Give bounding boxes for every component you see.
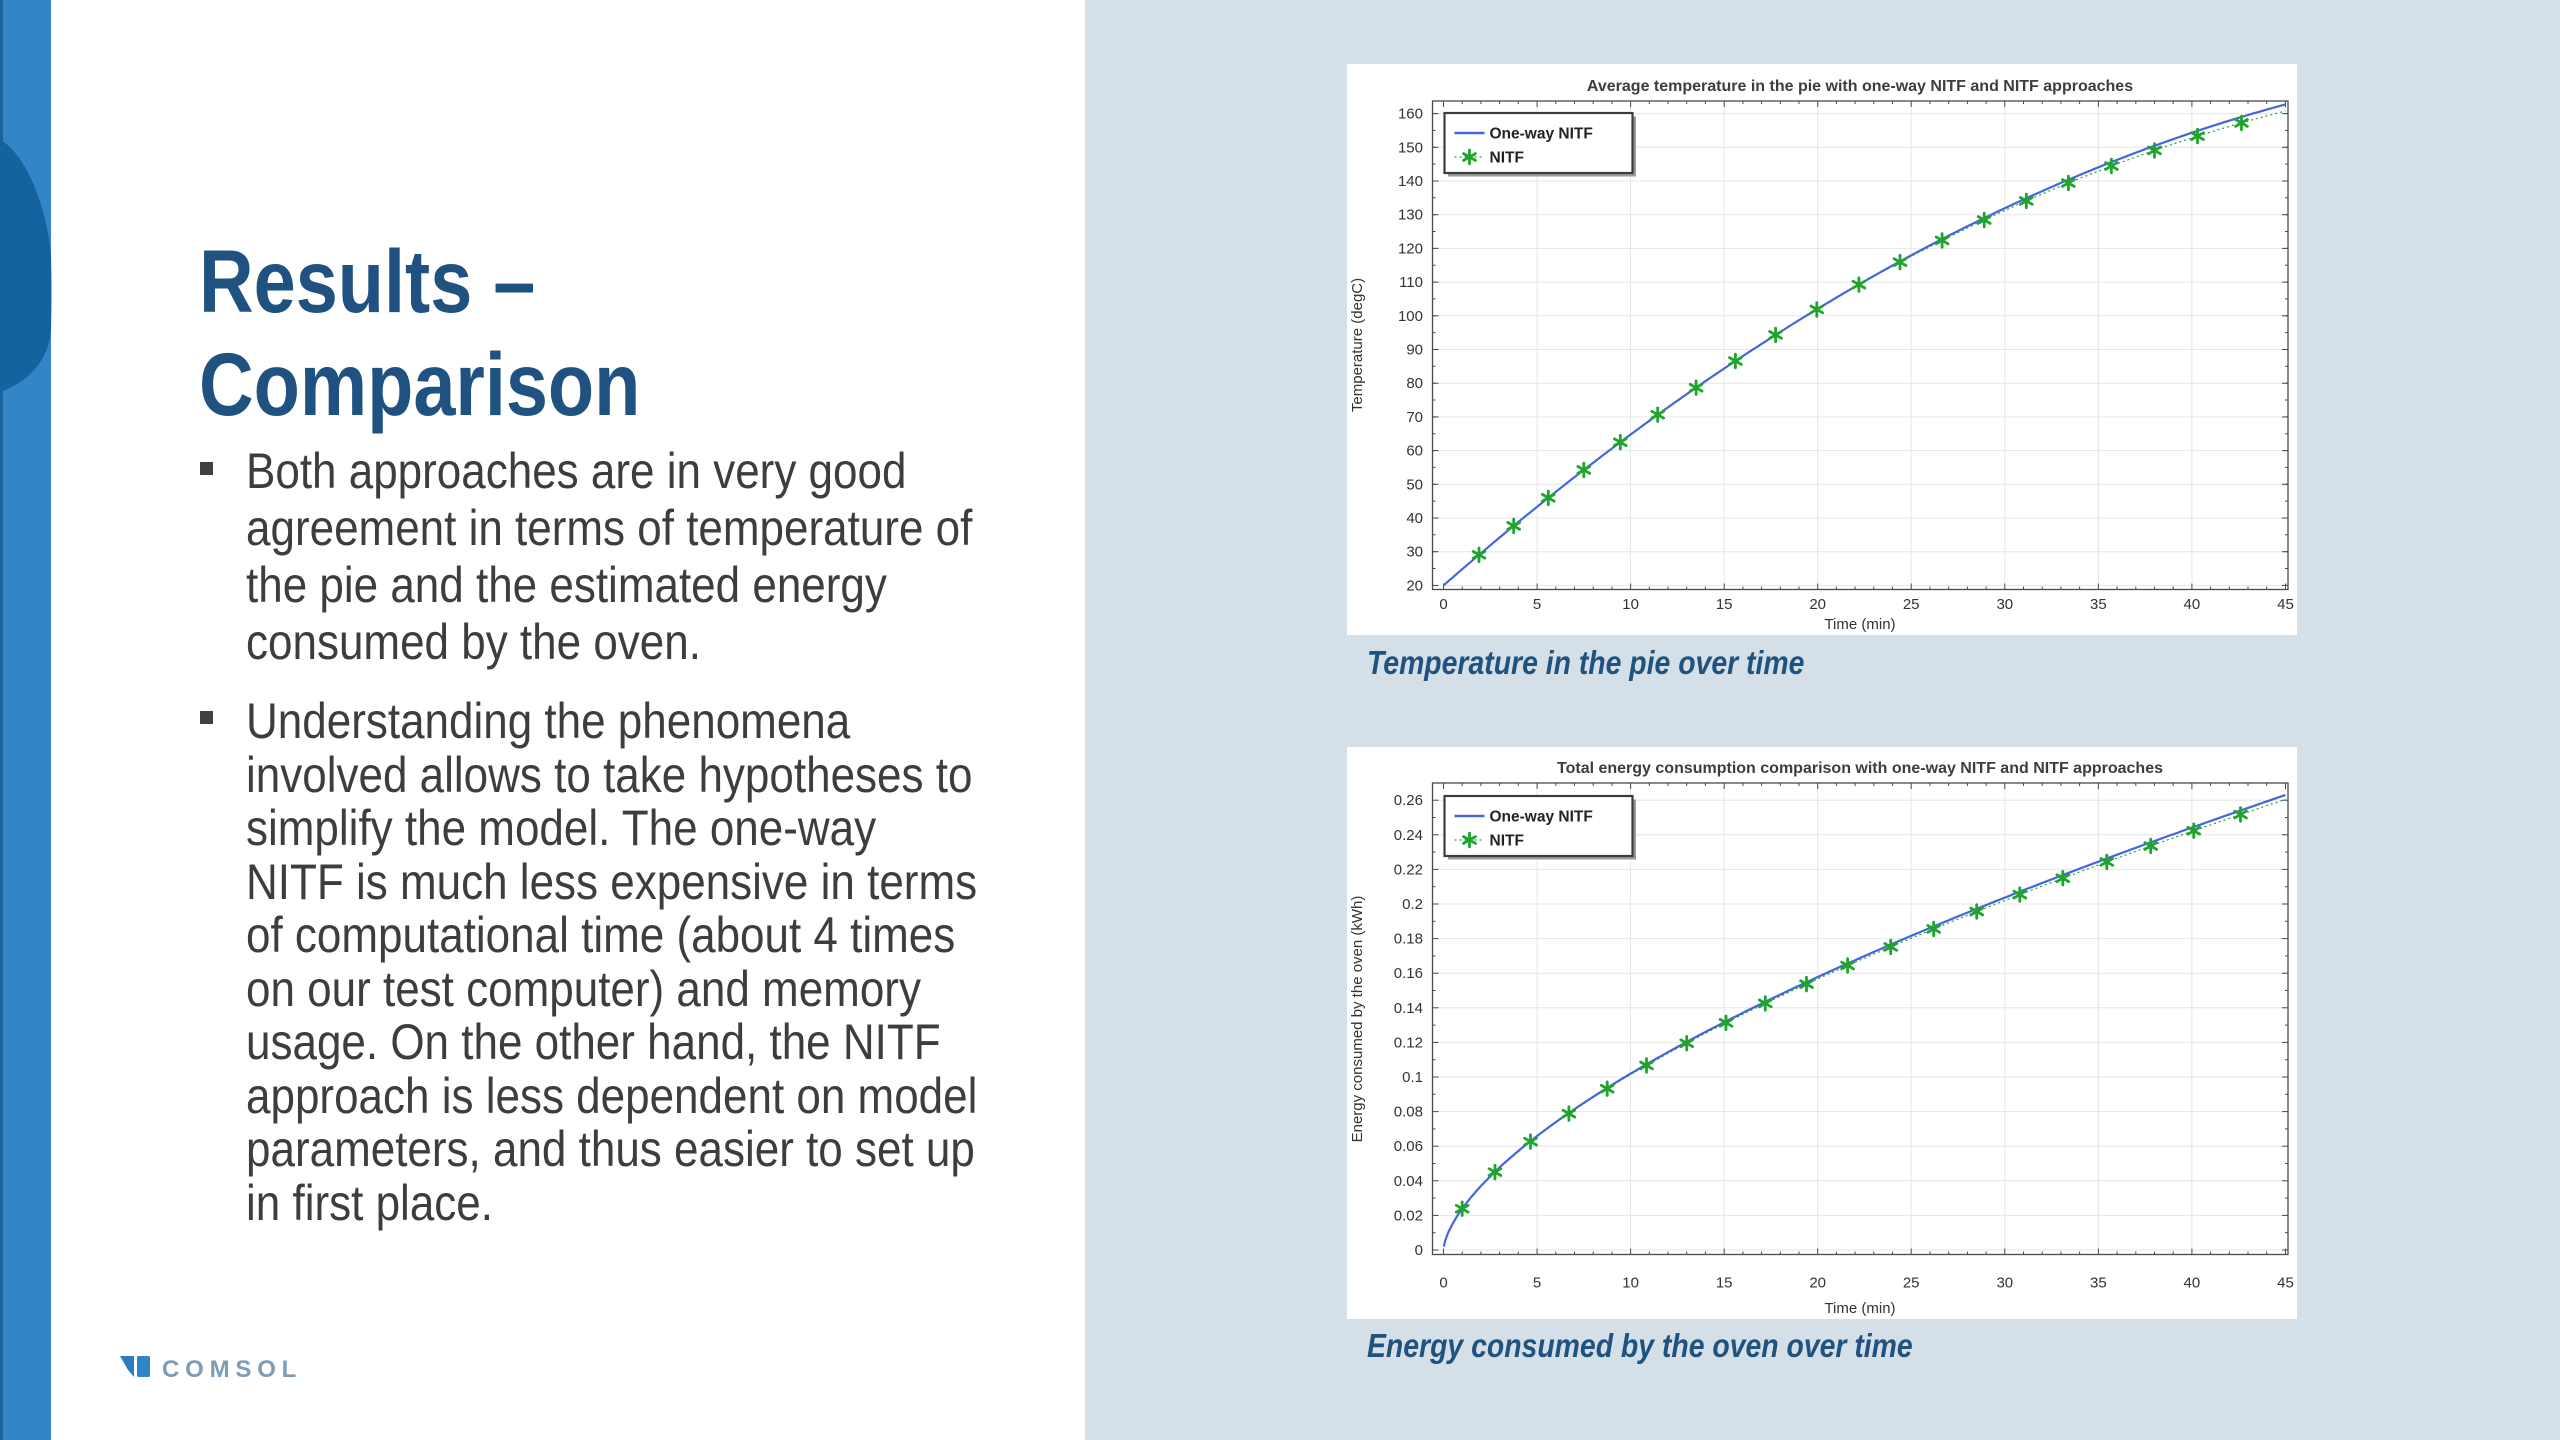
svg-text:0.26: 0.26: [1394, 792, 1423, 809]
svg-text:15: 15: [1716, 596, 1733, 613]
svg-text:30: 30: [1406, 544, 1423, 561]
svg-text:35: 35: [2090, 1275, 2107, 1292]
svg-text:5: 5: [1533, 596, 1541, 613]
svg-text:30: 30: [1996, 596, 2013, 613]
svg-text:One-way NITF: One-way NITF: [1490, 126, 1593, 143]
svg-text:120: 120: [1398, 240, 1423, 257]
svg-text:0.14: 0.14: [1394, 1000, 1423, 1017]
svg-text:0.04: 0.04: [1394, 1173, 1423, 1190]
svg-text:20: 20: [1406, 577, 1423, 594]
svg-text:10: 10: [1622, 1275, 1639, 1292]
svg-text:40: 40: [2184, 1275, 2201, 1292]
svg-text:15: 15: [1716, 1275, 1733, 1292]
svg-text:0: 0: [1415, 1242, 1423, 1259]
svg-text:50: 50: [1406, 476, 1423, 493]
svg-text:70: 70: [1406, 409, 1423, 426]
svg-text:160: 160: [1398, 106, 1423, 123]
svg-text:30: 30: [1996, 1275, 2013, 1292]
svg-text:60: 60: [1406, 443, 1423, 460]
svg-text:0.2: 0.2: [1402, 896, 1423, 913]
svg-text:0.1: 0.1: [1402, 1069, 1423, 1086]
svg-text:40: 40: [1406, 510, 1423, 527]
svg-text:Time (min): Time (min): [1824, 616, 1895, 633]
svg-text:130: 130: [1398, 207, 1423, 224]
svg-text:Total energy consumption compa: Total energy consumption comparison with…: [1557, 760, 2163, 777]
svg-text:35: 35: [2090, 596, 2107, 613]
svg-text:5: 5: [1533, 1275, 1541, 1292]
svg-text:20: 20: [1809, 596, 1826, 613]
svg-text:0: 0: [1439, 1275, 1447, 1292]
svg-text:0.16: 0.16: [1394, 965, 1423, 982]
svg-text:0: 0: [1439, 596, 1447, 613]
svg-text:140: 140: [1398, 173, 1423, 190]
svg-text:0.22: 0.22: [1394, 861, 1423, 878]
svg-text:0.18: 0.18: [1394, 931, 1423, 948]
svg-text:Time (min): Time (min): [1824, 1300, 1895, 1317]
svg-text:150: 150: [1398, 139, 1423, 156]
svg-text:0.08: 0.08: [1394, 1104, 1423, 1121]
svg-text:COMSOL: COMSOL: [162, 1356, 302, 1383]
svg-text:45: 45: [2277, 1275, 2294, 1292]
svg-text:NITF: NITF: [1490, 833, 1524, 850]
svg-text:NITF: NITF: [1490, 150, 1524, 167]
svg-text:10: 10: [1622, 596, 1639, 613]
svg-text:0.02: 0.02: [1394, 1207, 1423, 1224]
svg-text:One-way NITF: One-way NITF: [1490, 809, 1593, 826]
svg-text:Energy consumed by the oven (k: Energy consumed by the oven (kWh): [1349, 896, 1366, 1143]
svg-text:45: 45: [2277, 596, 2294, 613]
svg-text:0.24: 0.24: [1394, 827, 1423, 844]
svg-text:Average temperature in the pie: Average temperature in the pie with one-…: [1587, 78, 2133, 95]
svg-text:100: 100: [1398, 308, 1423, 325]
svg-text:20: 20: [1809, 1275, 1826, 1292]
svg-text:40: 40: [2184, 596, 2201, 613]
svg-text:25: 25: [1903, 596, 1920, 613]
svg-text:0.06: 0.06: [1394, 1138, 1423, 1155]
svg-text:80: 80: [1406, 375, 1423, 392]
svg-text:25: 25: [1903, 1275, 1920, 1292]
svg-text:Temperature (degC): Temperature (degC): [1349, 278, 1366, 412]
svg-text:90: 90: [1406, 342, 1423, 359]
svg-text:110: 110: [1399, 274, 1423, 291]
svg-text:0.12: 0.12: [1394, 1034, 1423, 1051]
